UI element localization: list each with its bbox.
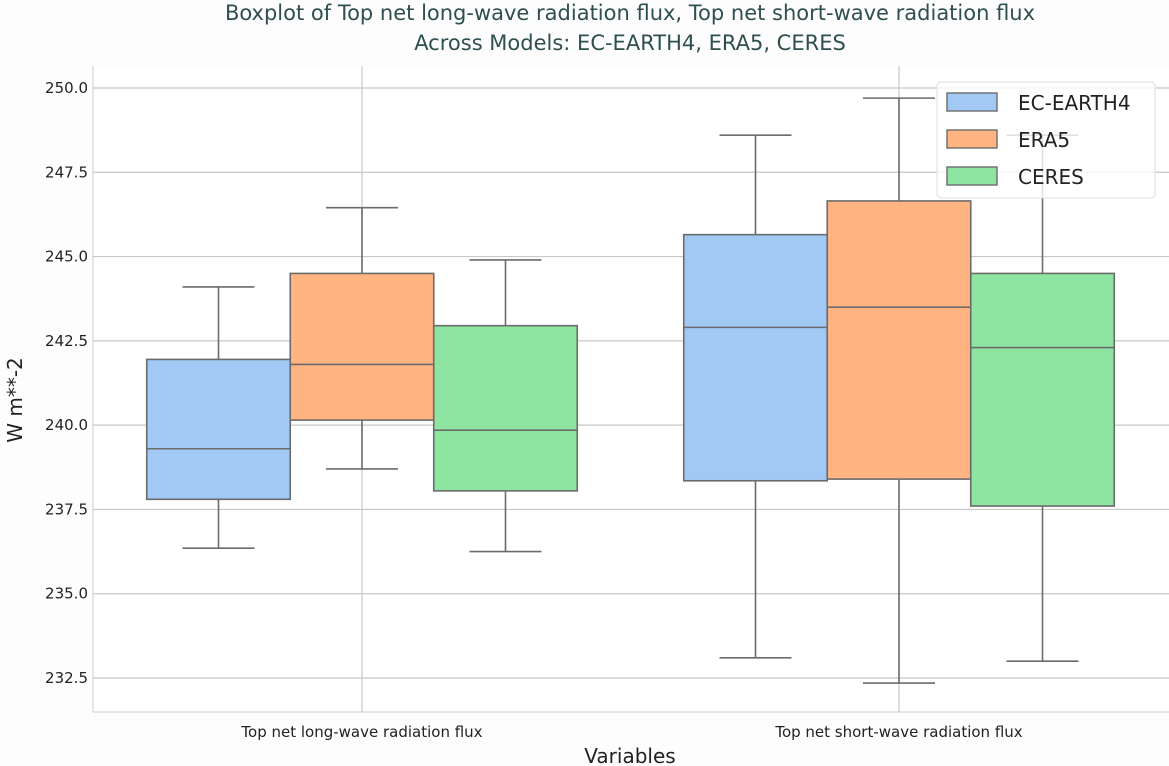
y-tick-label: 235.0 <box>45 585 88 603</box>
box-ec-earth4-2 <box>682 134 829 659</box>
box-iqr <box>145 358 292 501</box>
legend: EC-EARTH4 ERA5 CERES <box>936 81 1156 199</box>
box-era5-2 <box>826 97 972 684</box>
x-tick-label: Top net short-wave radiation flux <box>774 723 1022 741</box>
y-tick-label: 232.5 <box>45 669 88 687</box>
chart-title-line-2: Across Models: EC-EARTH4, ERA5, CERES <box>414 31 846 55</box>
y-tick-label: 245.0 <box>45 248 88 266</box>
y-tick-label: 242.5 <box>45 332 88 350</box>
box-iqr <box>432 324 579 492</box>
box-iqr <box>682 233 829 482</box>
y-tick-label: 237.5 <box>45 500 88 518</box>
legend-label-era5: ERA5 <box>1018 128 1070 152</box>
axes: 232.5 235.0 237.5 240.0 242.5 245.0 247.5 250.0… <box>45 66 1169 741</box>
y-tick-label: 247.5 <box>45 163 88 181</box>
legend-label-ceres: CERES <box>1018 165 1084 189</box>
x-tick-label: Top net long-wave radiation flux <box>240 723 482 741</box>
legend-swatch-era5 <box>946 129 998 149</box>
box-ec-earth4-1 <box>145 286 292 550</box>
x-axis-label: Variables <box>584 744 675 766</box>
box-iqr <box>289 272 435 421</box>
box-ceres-1 <box>432 259 579 553</box>
legend-label-ec-earth4: EC-EARTH4 <box>1018 91 1131 115</box>
y-tick-label: 240.0 <box>45 416 88 434</box>
legend-swatch-ec-earth4 <box>946 92 998 112</box>
chart-title-line-1: Boxplot of Top net long-wave radiation f… <box>225 1 1035 25</box>
y-axis-label: W m**-2 <box>3 357 27 443</box>
box-iqr <box>826 200 972 480</box>
box-ceres-2 <box>969 134 1116 662</box>
legend-swatch-ceres <box>946 166 998 186</box>
box-iqr <box>969 272 1116 507</box>
y-tick-label: 250.0 <box>45 79 88 97</box>
box-era5-1 <box>289 206 435 470</box>
boxes <box>145 97 1116 684</box>
